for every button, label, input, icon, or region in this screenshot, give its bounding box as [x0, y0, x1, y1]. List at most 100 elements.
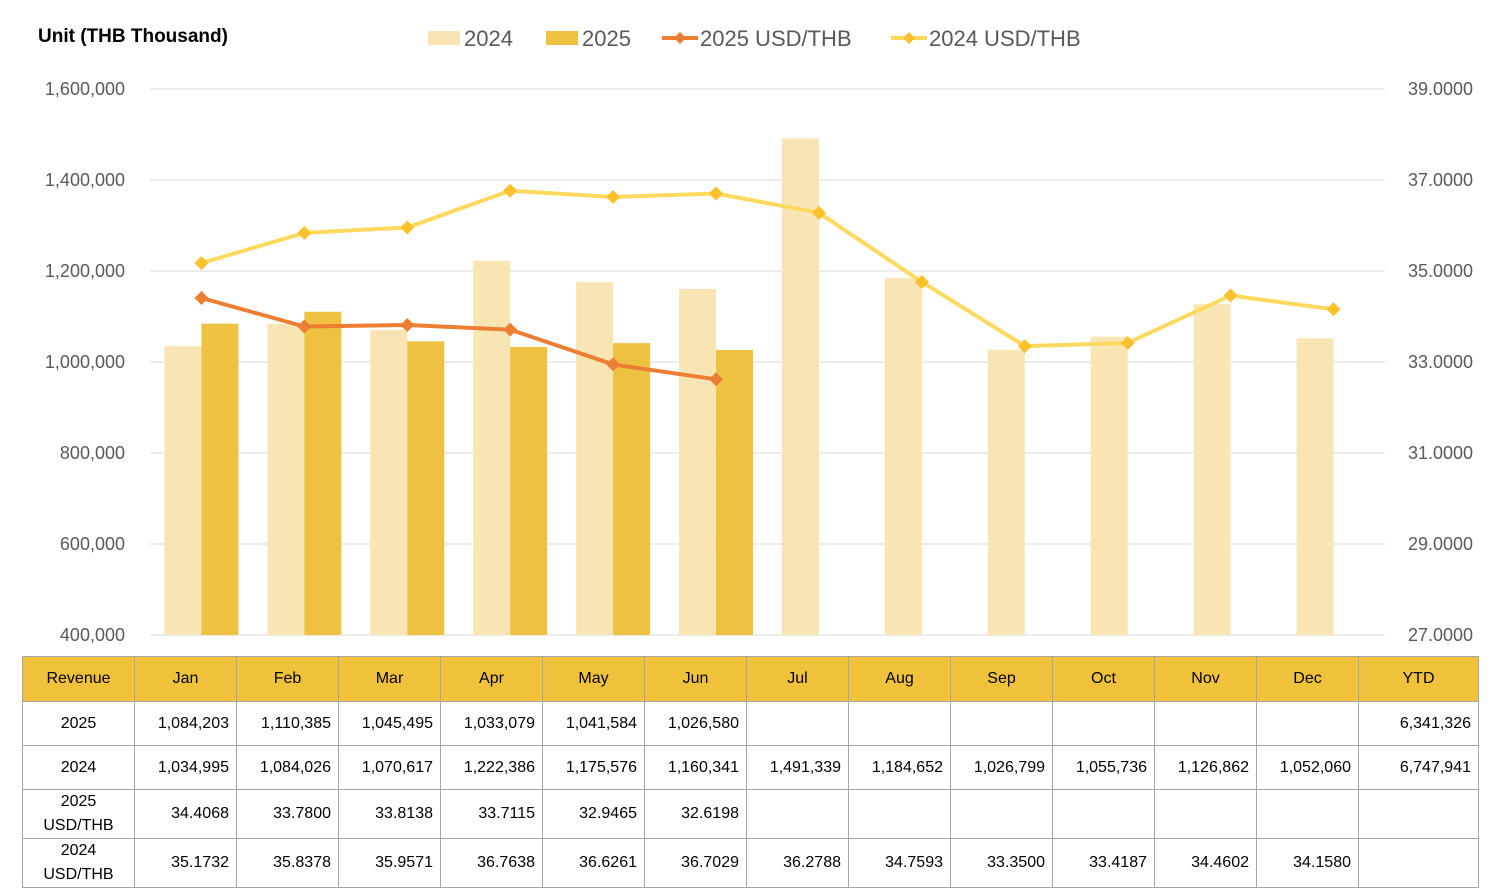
table-cell: 1,026,799 [950, 745, 1053, 790]
line-2025-USD-THB [200, 296, 717, 382]
table-cell [1154, 701, 1257, 746]
table-cell [746, 789, 849, 839]
bar-2024 [164, 346, 202, 635]
legend-marker [674, 32, 686, 44]
bar-2025 [716, 349, 754, 635]
table-cell: 1,222,386 [440, 745, 543, 790]
table-cell [950, 701, 1053, 746]
bar-2024 [370, 329, 408, 635]
table-cell: 1,034,995 [134, 745, 237, 790]
table-header-cell: Apr [440, 656, 543, 702]
table-header-cell: Revenue [22, 656, 135, 702]
right-axis-tick-label: 39.0000 [1408, 79, 1473, 99]
bar-2024 [576, 282, 614, 635]
legend-label: 2024 [464, 26, 513, 51]
right-axis-tick-label: 27.0000 [1408, 625, 1473, 645]
table-cell: 1,084,026 [236, 745, 339, 790]
legend-marker [903, 32, 915, 44]
point-2025-USD-THB [297, 319, 312, 334]
point-2024-USD-THB [1326, 302, 1341, 317]
table-cell [950, 789, 1053, 839]
right-axis-tick-label: 33.0000 [1408, 352, 1473, 372]
table-cell: 36.7638 [440, 838, 543, 888]
table-cell [1154, 789, 1257, 839]
bar-2024 [781, 138, 819, 636]
table-header-cell: Jun [644, 656, 747, 702]
table-cell [1358, 838, 1479, 888]
table-cell: 35.9571 [338, 838, 441, 888]
table-row: 2025 USD/THB 34.4068 33.7800 33.8138 33.… [22, 789, 1479, 839]
point-2024-USD-THB [297, 225, 312, 240]
bar-2025 [201, 323, 239, 635]
bar-2025 [613, 343, 651, 635]
table-cell: 34.1580 [1256, 838, 1359, 888]
table-cell: 33.7800 [236, 789, 339, 839]
table-cell [848, 789, 951, 839]
table-cell: 34.7593 [848, 838, 951, 888]
table-header-row: Revenue Jan Feb Mar Apr May Jun Jul Aug … [22, 656, 1479, 702]
table-cell: 34.4068 [134, 789, 237, 839]
legend-label: 2024 USD/THB [929, 26, 1081, 51]
left-axis-tick-label: 1,000,000 [45, 352, 125, 372]
table-cell: 32.9465 [542, 789, 645, 839]
table-cell [1256, 789, 1359, 839]
legend-label: 2025 [582, 26, 631, 51]
table-cell: 33.4187 [1052, 838, 1155, 888]
table-cell: 35.8378 [236, 838, 339, 888]
table-cell: 1,033,079 [440, 701, 543, 746]
revenue-chart: 400,000 600,000 800,000 1,000,000 1,200,000 1… [45, 26, 1473, 645]
point-2024-USD-THB [1017, 339, 1032, 354]
left-axis-tick-label: 400,000 [60, 625, 125, 645]
table-header-cell: Dec [1256, 656, 1359, 702]
table-cell: 1,126,862 [1154, 745, 1257, 790]
point-2025-USD-THB [606, 357, 621, 372]
row-header: 2025 [22, 701, 135, 746]
point-2024-USD-THB [606, 190, 621, 205]
left-axis-tick-label: 800,000 [60, 443, 125, 463]
revenue-table: Revenue Jan Feb Mar Apr May Jun Jul Aug … [22, 656, 1479, 888]
table-cell: 36.2788 [746, 838, 849, 888]
left-axis-tick-label: 1,200,000 [45, 261, 125, 281]
table-cell [1358, 789, 1479, 839]
bar-2024 [1296, 338, 1334, 635]
table-cell: 36.7029 [644, 838, 747, 888]
table-cell: 6,747,941 [1358, 745, 1479, 790]
table-cell: 1,041,584 [542, 701, 645, 746]
table-row: 2024 1,034,995 1,084,026 1,070,617 1,222… [22, 745, 1479, 790]
bar-2024 [884, 277, 922, 635]
table-cell: 36.6261 [542, 838, 645, 888]
point-2024-USD-THB [1223, 288, 1238, 303]
point-2025-USD-THB [194, 290, 209, 305]
table-cell [1052, 789, 1155, 839]
bar-2024 [267, 323, 305, 635]
bar-2024 [473, 260, 511, 635]
legend-label: 2025 USD/THB [700, 26, 852, 51]
table-cell: 33.3500 [950, 838, 1053, 888]
bar-2024 [1090, 336, 1128, 635]
table-cell: 32.6198 [644, 789, 747, 839]
table-row: 2025 1,084,203 1,110,385 1,045,495 1,033… [22, 701, 1479, 746]
table-header-cell: Jan [134, 656, 237, 702]
table-header-cell: Feb [236, 656, 339, 702]
bar-2024 [987, 349, 1025, 635]
right-axis-tick-label: 35.0000 [1408, 261, 1473, 281]
table-header-cell: Aug [848, 656, 951, 702]
bar-2025 [407, 341, 445, 635]
point-2024-USD-THB [400, 220, 415, 235]
table-cell: 6,341,326 [1358, 701, 1479, 746]
table-cell: 1,184,652 [848, 745, 951, 790]
table-cell: 35.1732 [134, 838, 237, 888]
table-row: 2024 USD/THB 35.1732 35.8378 35.9571 36.… [22, 838, 1479, 888]
table-cell: 33.7115 [440, 789, 543, 839]
left-axis-tick-label: 1,600,000 [45, 79, 125, 99]
point-2024-USD-THB [914, 274, 929, 289]
point-2024-USD-THB [811, 205, 826, 220]
table-cell [1052, 701, 1155, 746]
left-axis-tick-label: 1,400,000 [45, 170, 125, 190]
table-cell: 33.8138 [338, 789, 441, 839]
table-header-cell: YTD [1358, 656, 1479, 702]
right-axis-tick-label: 37.0000 [1408, 170, 1473, 190]
left-axis-tick-label: 600,000 [60, 534, 125, 554]
point-2025-USD-THB [400, 317, 415, 332]
table-header-cell: Jul [746, 656, 849, 702]
